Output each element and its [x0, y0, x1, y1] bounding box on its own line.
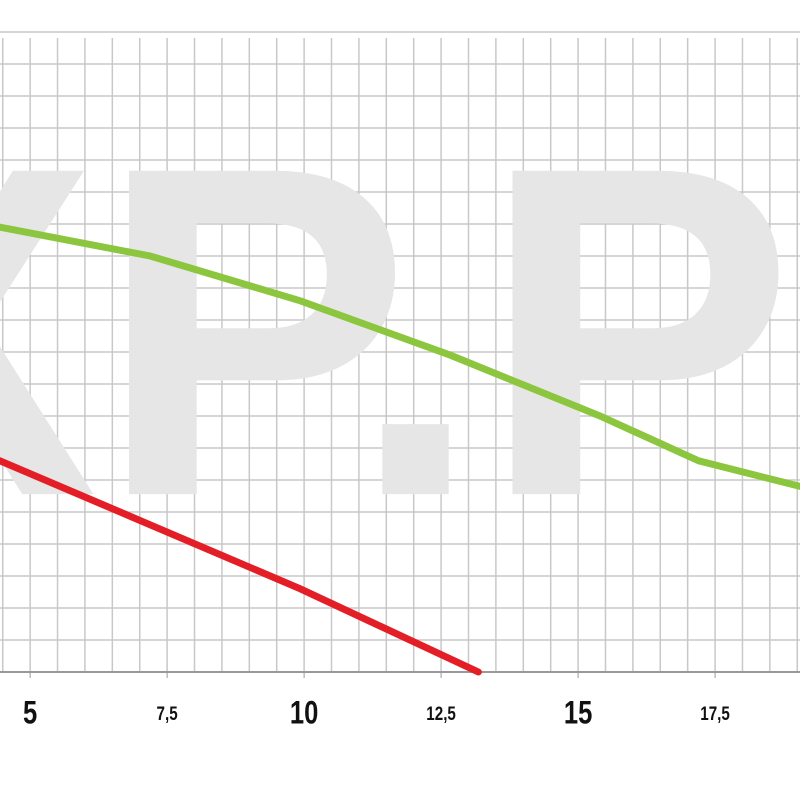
- watermark: XP.P1: [0, 69, 800, 594]
- x-tick-label: 10: [290, 696, 318, 731]
- x-tick-label: 12,5: [426, 702, 456, 724]
- x-tick-label: 7,5: [157, 702, 178, 724]
- x-tick-label: 5: [23, 696, 37, 731]
- x-tick-label: 17,5: [700, 702, 730, 724]
- x-tick-label: 15: [564, 696, 592, 731]
- series-line: [0, 457, 482, 676]
- series-line: [0, 223, 800, 490]
